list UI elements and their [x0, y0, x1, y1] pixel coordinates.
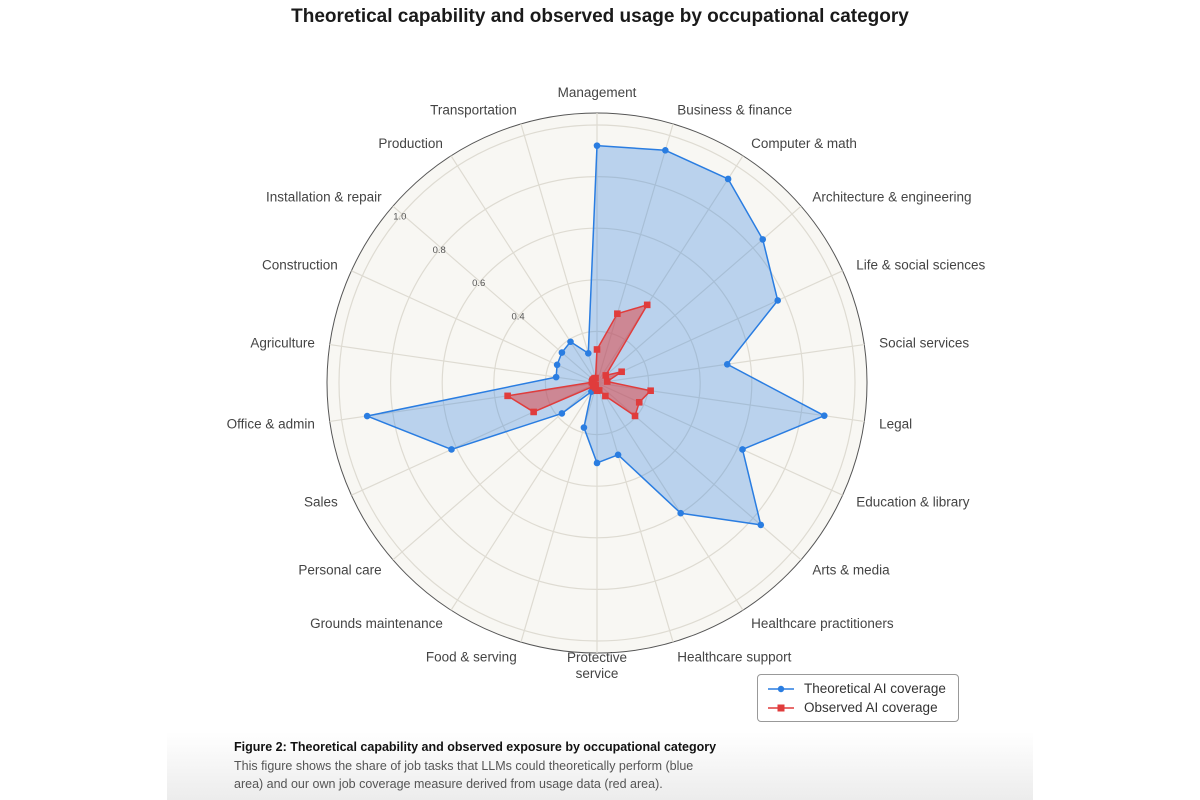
data-point — [603, 378, 611, 385]
category-label: Food & serving — [426, 649, 517, 664]
data-point — [614, 310, 621, 317]
category-label: Business & finance — [677, 103, 792, 118]
data-point — [593, 346, 601, 353]
radial-tick-label: 0.4 — [512, 311, 525, 322]
data-point — [363, 412, 371, 420]
grid-spoke — [596, 205, 802, 384]
data-point — [530, 408, 537, 416]
data-point — [592, 374, 599, 382]
chart-title: Theoretical capability and observed usag… — [291, 6, 909, 27]
data-point — [647, 387, 654, 395]
category-label: Sales — [304, 494, 338, 509]
data-point — [602, 372, 610, 379]
category-label: Legal — [879, 417, 912, 432]
data-point — [759, 236, 767, 243]
data-point — [677, 509, 684, 517]
category-label: Life & social sciences — [856, 258, 985, 273]
radial-tick-label: 1.0 — [393, 212, 406, 223]
grid-spoke — [596, 270, 843, 384]
radial-tick-label: 0.6 — [472, 278, 485, 289]
grid-spoke — [450, 155, 598, 384]
category-label: Grounds maintenance — [310, 616, 443, 631]
category-label: Production — [378, 136, 443, 151]
data-point — [631, 412, 639, 420]
data-point — [589, 383, 597, 390]
data-point — [593, 142, 601, 149]
caption-body: This figure shows the share of job tasks… — [234, 759, 694, 791]
data-point — [584, 349, 592, 357]
data-point — [724, 175, 732, 183]
data-point — [580, 424, 588, 431]
data-point — [757, 521, 765, 529]
data-point — [448, 446, 455, 453]
legend: Theoretical AI coverage Observed AI cove… — [757, 674, 959, 722]
grid-spoke — [596, 382, 744, 611]
category-label: Protective service — [567, 650, 627, 681]
legend-marker-circle-icon — [768, 685, 794, 692]
category-label: Management — [558, 85, 637, 100]
data-point — [558, 410, 566, 417]
data-point — [774, 297, 782, 304]
data-point — [820, 412, 828, 419]
category-label: Social services — [879, 335, 969, 350]
grid-spoke — [596, 343, 865, 384]
legend-item-observed: Observed AI coverage — [768, 700, 938, 715]
category-label: Healthcare support — [677, 649, 791, 664]
data-point — [723, 360, 731, 368]
category-label: Office & admin — [227, 417, 315, 432]
legend-item-theoretical: Theoretical AI coverage — [768, 681, 946, 696]
category-label: Architecture & engineering — [812, 189, 971, 204]
data-point — [618, 368, 625, 376]
data-point — [553, 361, 561, 369]
data-point — [643, 301, 651, 309]
category-label: Computer & math — [751, 136, 857, 151]
data-point — [558, 349, 566, 356]
caption-title: Figure 2: Theoretical capability and obs… — [234, 740, 717, 754]
category-label: Agriculture — [250, 335, 315, 350]
grid-spoke — [520, 123, 598, 384]
legend-marker-square-icon — [768, 704, 794, 711]
data-point — [739, 446, 746, 453]
category-label: Transportation — [430, 103, 517, 118]
category-label: Education & library — [856, 494, 970, 509]
legend-label-observed: Observed AI coverage — [804, 700, 938, 715]
data-point — [614, 451, 622, 459]
category-label: Healthcare practitioners — [751, 616, 894, 631]
data-point — [593, 459, 601, 467]
grid-spoke — [329, 343, 598, 384]
data-point — [567, 338, 574, 346]
category-label: Construction — [262, 258, 338, 273]
category-label: Personal care — [298, 563, 381, 578]
category-label: Arts & media — [812, 563, 890, 578]
data-point — [602, 392, 609, 400]
category-label: Installation & repair — [266, 189, 382, 204]
figure-caption: Figure 2: Theoretical capability and obs… — [167, 732, 1033, 800]
data-point — [662, 147, 669, 154]
grid-spoke — [596, 382, 674, 643]
data-point — [552, 373, 560, 381]
grid-spoke — [450, 382, 598, 611]
radial-tick-label: 0.8 — [433, 245, 446, 256]
data-point — [504, 392, 511, 400]
legend-label-theoretical: Theoretical AI coverage — [804, 681, 946, 696]
data-point — [635, 398, 643, 406]
